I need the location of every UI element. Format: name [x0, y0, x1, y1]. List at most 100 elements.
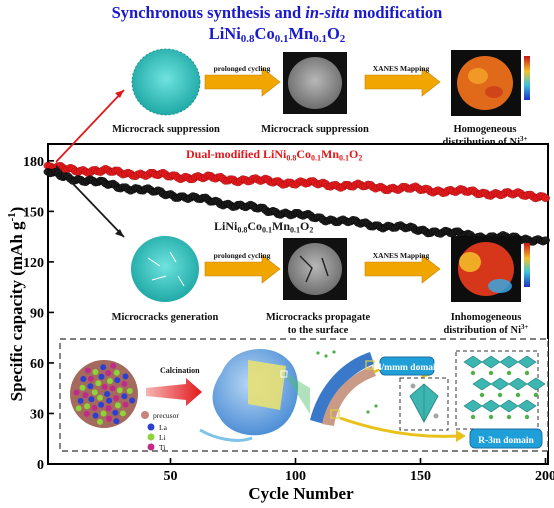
- precursor-dot: [119, 410, 126, 417]
- crack-lines: [147, 251, 185, 287]
- ion-dot: [332, 350, 336, 354]
- ion-dot: [366, 410, 370, 414]
- ion-dot: [316, 351, 320, 355]
- mid-label-1: Microcracks generation: [112, 312, 219, 323]
- mid-arrow-cycling-label: prolonged cycling: [214, 251, 271, 260]
- series-label-baseline: LiNi0.8Co0.1Mn0.1O2: [214, 219, 313, 235]
- mid-arrow-xanes: [364, 254, 441, 284]
- mid-arrow-cycling: [204, 254, 281, 284]
- r3m-atom: [506, 370, 512, 376]
- y-tick-label: 90: [30, 306, 44, 321]
- r3m-atom: [506, 414, 512, 420]
- precursor-dot: [92, 412, 99, 419]
- y-tick-label: 120: [23, 256, 44, 271]
- y-tick-label: 0: [37, 458, 44, 473]
- legend-label-la: La: [159, 423, 168, 432]
- r3m-atom: [470, 370, 476, 376]
- precursor-dot: [88, 396, 95, 403]
- surface-layer-icon: [310, 352, 374, 424]
- r3m-octahedron: [517, 355, 537, 369]
- precursor-dot: [87, 375, 94, 382]
- r3m-atom: [515, 392, 521, 398]
- precursor-dot: [114, 377, 121, 384]
- x-tick-label: 50: [164, 469, 178, 484]
- zoom-beam: [287, 374, 310, 414]
- precursor-dot: [104, 391, 111, 397]
- r3m-atom: [470, 414, 476, 420]
- precursor-sphere-icon: [70, 360, 138, 428]
- precursor-dot: [98, 373, 105, 380]
- precursor-dot: [100, 410, 107, 417]
- figure-title: Synchronous synthesis and in-situ modifi…: [112, 3, 443, 22]
- i4mmm-atom: [433, 413, 439, 419]
- crack-lines-gray: [299, 255, 329, 283]
- legend-swatch-li: [147, 433, 155, 441]
- zoom-marker: [280, 370, 288, 378]
- precursor-dot: [106, 397, 113, 404]
- precursor-dot: [129, 397, 136, 404]
- top-arrow-cycling: [204, 67, 281, 97]
- legend-swatch-ti: [147, 443, 155, 451]
- series-label-dual-modified: Dual-modified LiNi0.8Co0.1Mn0.1O2: [186, 147, 362, 163]
- precursor-dot: [105, 405, 112, 412]
- ion-dot: [324, 354, 328, 358]
- top-label-2: Microcrack suppression: [261, 124, 369, 135]
- r3m-crystal-icon: [463, 355, 546, 420]
- surface-zoom-marker-2: [365, 360, 375, 370]
- domain-label-i4mmm: I4/mmm domain: [373, 363, 442, 373]
- x-axis-label: Cycle Number: [248, 484, 354, 503]
- precursor-dot: [83, 410, 90, 417]
- black-arrowhead: [115, 229, 124, 237]
- synthesis-legend: precusor La Li Ti: [141, 411, 179, 452]
- i4mmm-atom: [410, 383, 416, 389]
- r3m-atom: [479, 392, 485, 398]
- precursor-dot: [110, 362, 117, 369]
- precursor-dot: [112, 409, 119, 416]
- precursor-dot: [87, 383, 94, 390]
- mid-arrow-xanes-label: XANES Mapping: [373, 251, 430, 260]
- xanes-hotspot: [468, 68, 488, 84]
- top-arrow-xanes: [364, 67, 441, 97]
- xanes-hotspot: [485, 86, 503, 98]
- data-point: [541, 236, 550, 245]
- mid-panel: prolonged cycling XANES Mapping Microcra…: [112, 236, 530, 336]
- precursor-dot: [73, 389, 80, 396]
- domain-badge-i4mmm: [379, 356, 435, 376]
- precursor-dot: [95, 380, 102, 387]
- red-arrowhead: [115, 90, 124, 98]
- r3m-atom: [497, 392, 503, 398]
- r3m-atom: [524, 370, 530, 376]
- r3m-atom: [488, 414, 494, 420]
- figure-formula: LiNi0.8Co0.1Mn0.1O2: [209, 24, 346, 45]
- domain-label-r3m: R-3m domain: [478, 436, 534, 446]
- r3m-atom: [488, 370, 494, 376]
- precursor-dot: [116, 387, 123, 394]
- precursor-dot: [109, 385, 116, 392]
- surface-zoom-marker-1: [330, 409, 340, 419]
- domain-arrowhead-2: [456, 430, 466, 442]
- precursor-dot: [84, 367, 91, 374]
- particle-cracked-cyan-icon: [131, 236, 199, 302]
- plot-frame: [47, 143, 549, 465]
- precursor-dot: [97, 418, 103, 425]
- top-colorbar: [524, 56, 530, 100]
- mid-colorbar: [524, 243, 530, 287]
- y-tick-label: 60: [30, 357, 44, 372]
- bottom-panel: Calcination precusor La Li Ti: [59, 338, 549, 452]
- top-label-3b: distribution of Ni3+: [442, 135, 527, 148]
- particle-gray-icon: [288, 57, 342, 109]
- precursor-dot: [105, 370, 112, 376]
- legend-label-li: Li: [159, 433, 166, 442]
- precursor-dot: [91, 404, 98, 411]
- precursor-dot: [106, 378, 113, 384]
- precursor-dot: [82, 392, 89, 399]
- precursor-dot: [126, 388, 133, 394]
- precursor-dot: [84, 403, 90, 410]
- calcination-label: Calcination: [160, 366, 200, 375]
- legend-label-precusor: precusor: [153, 411, 179, 420]
- legend-swatch-la: [147, 423, 155, 431]
- xanes-coldspot: [488, 279, 512, 293]
- black-connector-arrow: [55, 165, 125, 238]
- domain-arrow-2: [339, 416, 459, 438]
